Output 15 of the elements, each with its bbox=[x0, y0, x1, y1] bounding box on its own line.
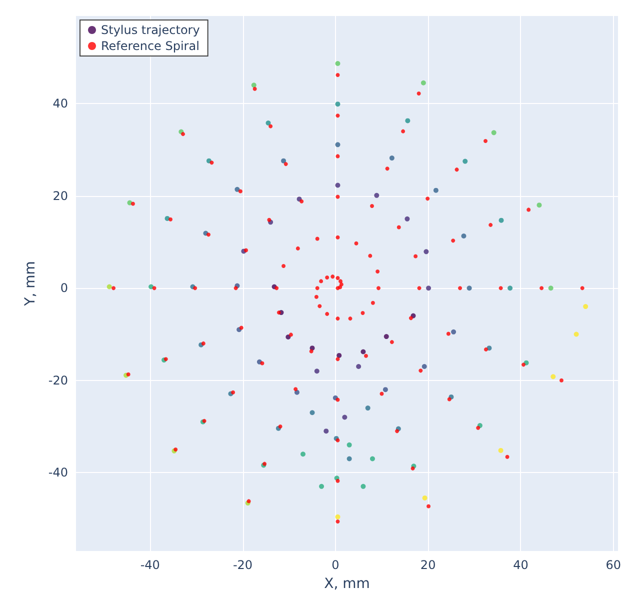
x-tick-label: 20 bbox=[420, 558, 436, 572]
x-tick-label: 0 bbox=[332, 558, 340, 572]
legend-label: Reference Spiral bbox=[101, 39, 200, 53]
x-tick-label: 60 bbox=[606, 558, 622, 572]
y-tick-label: -40 bbox=[48, 466, 68, 480]
x-tick-label: -20 bbox=[232, 558, 253, 572]
x-tick-label: -40 bbox=[140, 558, 160, 572]
y-tick-label: 20 bbox=[52, 188, 68, 203]
x-tick-label: 40 bbox=[513, 558, 528, 572]
y-tick-label: -20 bbox=[48, 373, 68, 388]
y-tick-label: 40 bbox=[52, 96, 68, 111]
x-axis-title: X, mm bbox=[324, 576, 370, 592]
legend-label: Stylus trajectory bbox=[101, 23, 200, 37]
y-axis-title: Y, mm bbox=[22, 261, 38, 307]
y-tick-label: 0 bbox=[60, 281, 68, 296]
